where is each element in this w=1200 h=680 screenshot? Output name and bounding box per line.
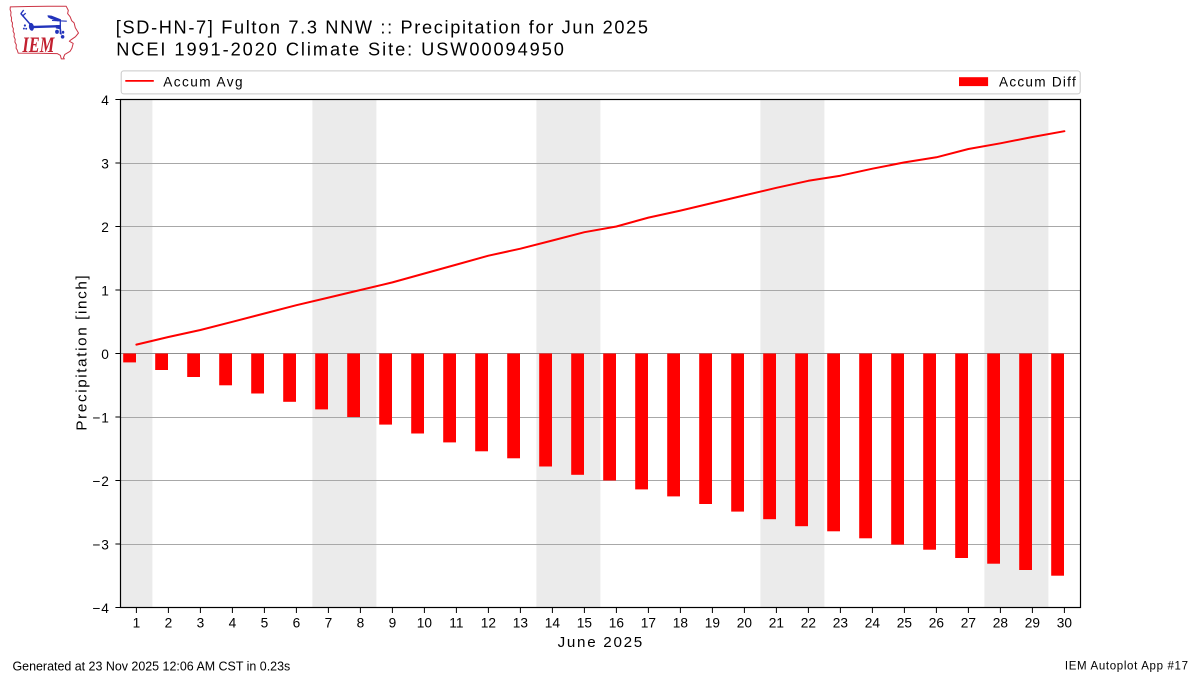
svg-text:14: 14	[545, 616, 561, 631]
svg-text:22: 22	[801, 616, 816, 631]
svg-text:26: 26	[929, 616, 945, 631]
svg-text:13: 13	[513, 616, 529, 631]
svg-text:8: 8	[357, 616, 365, 631]
svg-text:18: 18	[673, 616, 689, 631]
svg-text:17: 17	[641, 616, 656, 631]
svg-text:24: 24	[865, 616, 881, 631]
svg-text:16: 16	[609, 616, 625, 631]
svg-text:2: 2	[165, 616, 173, 631]
svg-text:[SD-HN-7] Fulton 7.3 NNW :: Pr: [SD-HN-7] Fulton 7.3 NNW :: Precipitatio…	[116, 18, 650, 38]
svg-text:1: 1	[101, 284, 109, 299]
svg-text:NCEI 1991-2020 Climate Site: U: NCEI 1991-2020 Climate Site: USW00094950	[116, 40, 566, 60]
svg-text:25: 25	[897, 616, 913, 631]
svg-text:5: 5	[261, 616, 269, 631]
svg-text:19: 19	[705, 616, 720, 631]
svg-text:−4: −4	[92, 601, 109, 616]
svg-text:15: 15	[577, 616, 593, 631]
svg-text:IEM: IEM	[22, 32, 55, 57]
svg-text:4: 4	[101, 93, 109, 108]
svg-text:3: 3	[101, 157, 109, 172]
svg-text:Accum Diff: Accum Diff	[999, 74, 1077, 89]
svg-text:4: 4	[229, 616, 237, 631]
svg-text:June 2025: June 2025	[558, 634, 644, 651]
svg-text:29: 29	[1025, 616, 1040, 631]
svg-text:9: 9	[389, 616, 397, 631]
svg-text:20: 20	[737, 616, 753, 631]
svg-text:27: 27	[961, 616, 976, 631]
svg-text:11: 11	[449, 616, 463, 631]
svg-text:12: 12	[481, 616, 496, 631]
svg-text:1: 1	[133, 616, 141, 631]
svg-text:−1: −1	[92, 411, 109, 426]
svg-text:28: 28	[993, 616, 1009, 631]
svg-text:−2: −2	[92, 474, 109, 489]
svg-text:6: 6	[293, 616, 301, 631]
svg-text:0: 0	[101, 347, 109, 362]
svg-text:Precipitation [inch]: Precipitation [inch]	[74, 274, 91, 431]
svg-text:30: 30	[1057, 616, 1073, 631]
svg-text:3: 3	[197, 616, 205, 631]
svg-text:23: 23	[833, 616, 849, 631]
svg-text:7: 7	[325, 616, 333, 631]
svg-text:Accum Avg: Accum Avg	[163, 74, 244, 89]
svg-text:Generated at 23 Nov 2025 12:06: Generated at 23 Nov 2025 12:06 AM CST in…	[13, 659, 291, 673]
svg-text:−3: −3	[92, 538, 109, 553]
svg-text:21: 21	[769, 616, 784, 631]
svg-text:IEM Autoplot App #17: IEM Autoplot App #17	[1065, 661, 1189, 673]
svg-text:10: 10	[417, 616, 433, 631]
svg-text:2: 2	[101, 220, 109, 235]
